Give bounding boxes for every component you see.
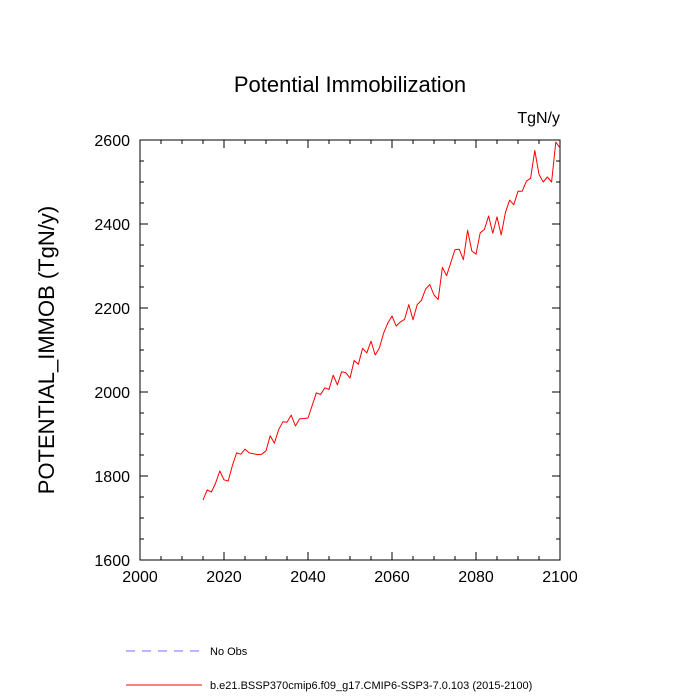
x-tick-label: 2040 [290,569,326,586]
x-tick-label: 2000 [122,569,158,586]
x-tick-label: 2100 [542,569,578,586]
y-tick-label: 2200 [94,301,130,318]
plot-frame [139,139,561,561]
axis-ticks: 2000 2020 2040 2060 2080 2100 1600 1800 2000 2200… [94,133,577,586]
y-axis-label: POTENTIAL_IMMOB (TgN/y) [34,206,59,494]
legend: No Obs b.e21.BSSP370cmip6.f09_g17.CMIP6-S… [126,646,532,692]
series-line [202,141,561,501]
plot-border [139,139,561,561]
units-label: TgN/y [517,110,560,127]
chart-title: Potential Immobilization [234,72,466,97]
x-tick-label: 2080 [458,569,494,586]
series-layer [202,141,561,501]
y-tick-label: 1600 [94,553,130,570]
y-tick-label: 1800 [94,469,130,486]
x-tick-label: 2060 [374,569,410,586]
y-tick-label: 2000 [94,385,130,402]
legend-label: No Obs [210,646,248,658]
y-tick-label: 2400 [94,217,130,234]
legend-label: b.e21.BSSP370cmip6.f09_g17.CMIP6-SSP3-7.… [210,680,532,692]
y-tick-label: 2600 [94,133,130,150]
x-tick-label: 2020 [206,569,242,586]
